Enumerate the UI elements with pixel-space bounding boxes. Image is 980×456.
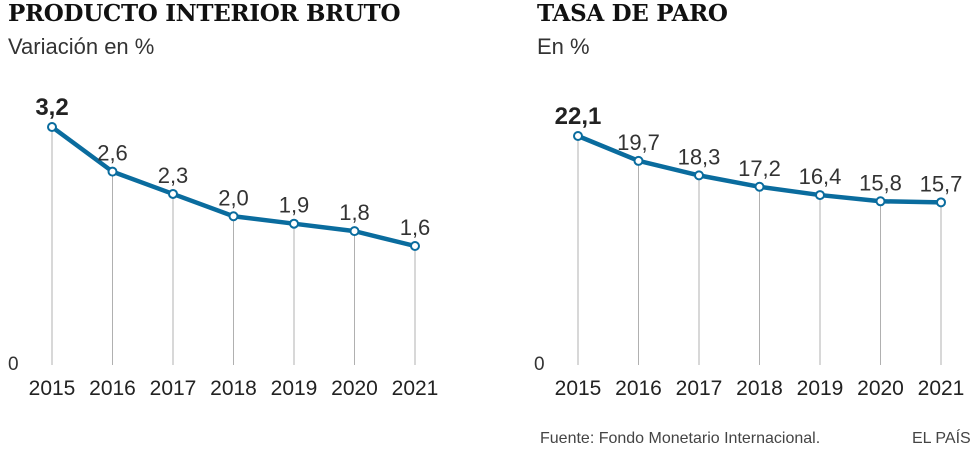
data-point xyxy=(47,122,57,132)
data-point xyxy=(228,211,239,222)
data-label: 15,7 xyxy=(920,171,963,196)
x-tick-label: 2018 xyxy=(210,377,257,400)
x-tick-label: 2017 xyxy=(676,377,723,400)
source-note: Fuente: Fondo Monetario Internacional. xyxy=(540,430,821,447)
y-tick-label: 0 xyxy=(8,354,19,375)
x-tick-label: 2020 xyxy=(857,377,904,400)
data-label: 22,1 xyxy=(555,103,602,130)
data-label: 19,7 xyxy=(617,130,660,155)
data-label: 2,0 xyxy=(218,185,249,210)
data-point xyxy=(633,155,644,166)
chart-unemployment: 0 22,1 2015 19,7 2016 18,3 2017 17,2 2018 16,4 201… xyxy=(534,103,964,400)
x-tick-label: 2016 xyxy=(89,377,136,400)
data-point xyxy=(694,170,704,181)
data-point xyxy=(936,197,946,208)
data-point xyxy=(168,188,178,199)
data-label: 2,3 xyxy=(158,163,189,188)
chart2-title: TASA DE PARO xyxy=(537,0,728,27)
data-label: 15,8 xyxy=(859,170,902,195)
data-point xyxy=(107,166,118,177)
data-point xyxy=(289,218,299,229)
data-point xyxy=(349,226,360,237)
data-point xyxy=(815,190,825,201)
data-point xyxy=(410,241,420,251)
chart-gdp: 0 3,2 2015 2,6 2016 2,3 2017 2,0 2018 1,9 2019 1,8 2… xyxy=(8,94,438,400)
x-tick-label: 2016 xyxy=(615,377,662,400)
data-label: 16,4 xyxy=(799,164,842,189)
data-point xyxy=(573,131,583,141)
data-label: 2,6 xyxy=(97,141,128,166)
data-label: 17,2 xyxy=(738,156,781,181)
x-tick-label: 2020 xyxy=(331,377,378,400)
x-tick-label: 2021 xyxy=(392,377,439,400)
chart1-subtitle: Variación en % xyxy=(8,34,155,59)
x-tick-label: 2015 xyxy=(555,377,602,400)
data-point xyxy=(875,196,886,207)
x-tick-label: 2019 xyxy=(271,377,318,400)
data-label: 1,8 xyxy=(339,200,370,225)
x-tick-label: 2015 xyxy=(29,377,76,400)
data-label: 18,3 xyxy=(678,144,721,169)
data-label: 3,2 xyxy=(35,94,68,121)
x-tick-label: 2019 xyxy=(797,377,844,400)
data-point xyxy=(754,181,765,192)
chart2-subtitle: En % xyxy=(537,34,590,59)
data-label: 1,9 xyxy=(279,193,310,218)
brand-label: EL PAÍS xyxy=(912,430,971,447)
chart1-title: PRODUCTO INTERIOR BRUTO xyxy=(8,0,401,27)
data-label: 1,6 xyxy=(400,215,431,240)
x-tick-label: 2017 xyxy=(150,377,197,400)
y-tick-label: 0 xyxy=(534,354,545,375)
x-tick-label: 2021 xyxy=(918,377,965,400)
x-tick-label: 2018 xyxy=(736,377,783,400)
